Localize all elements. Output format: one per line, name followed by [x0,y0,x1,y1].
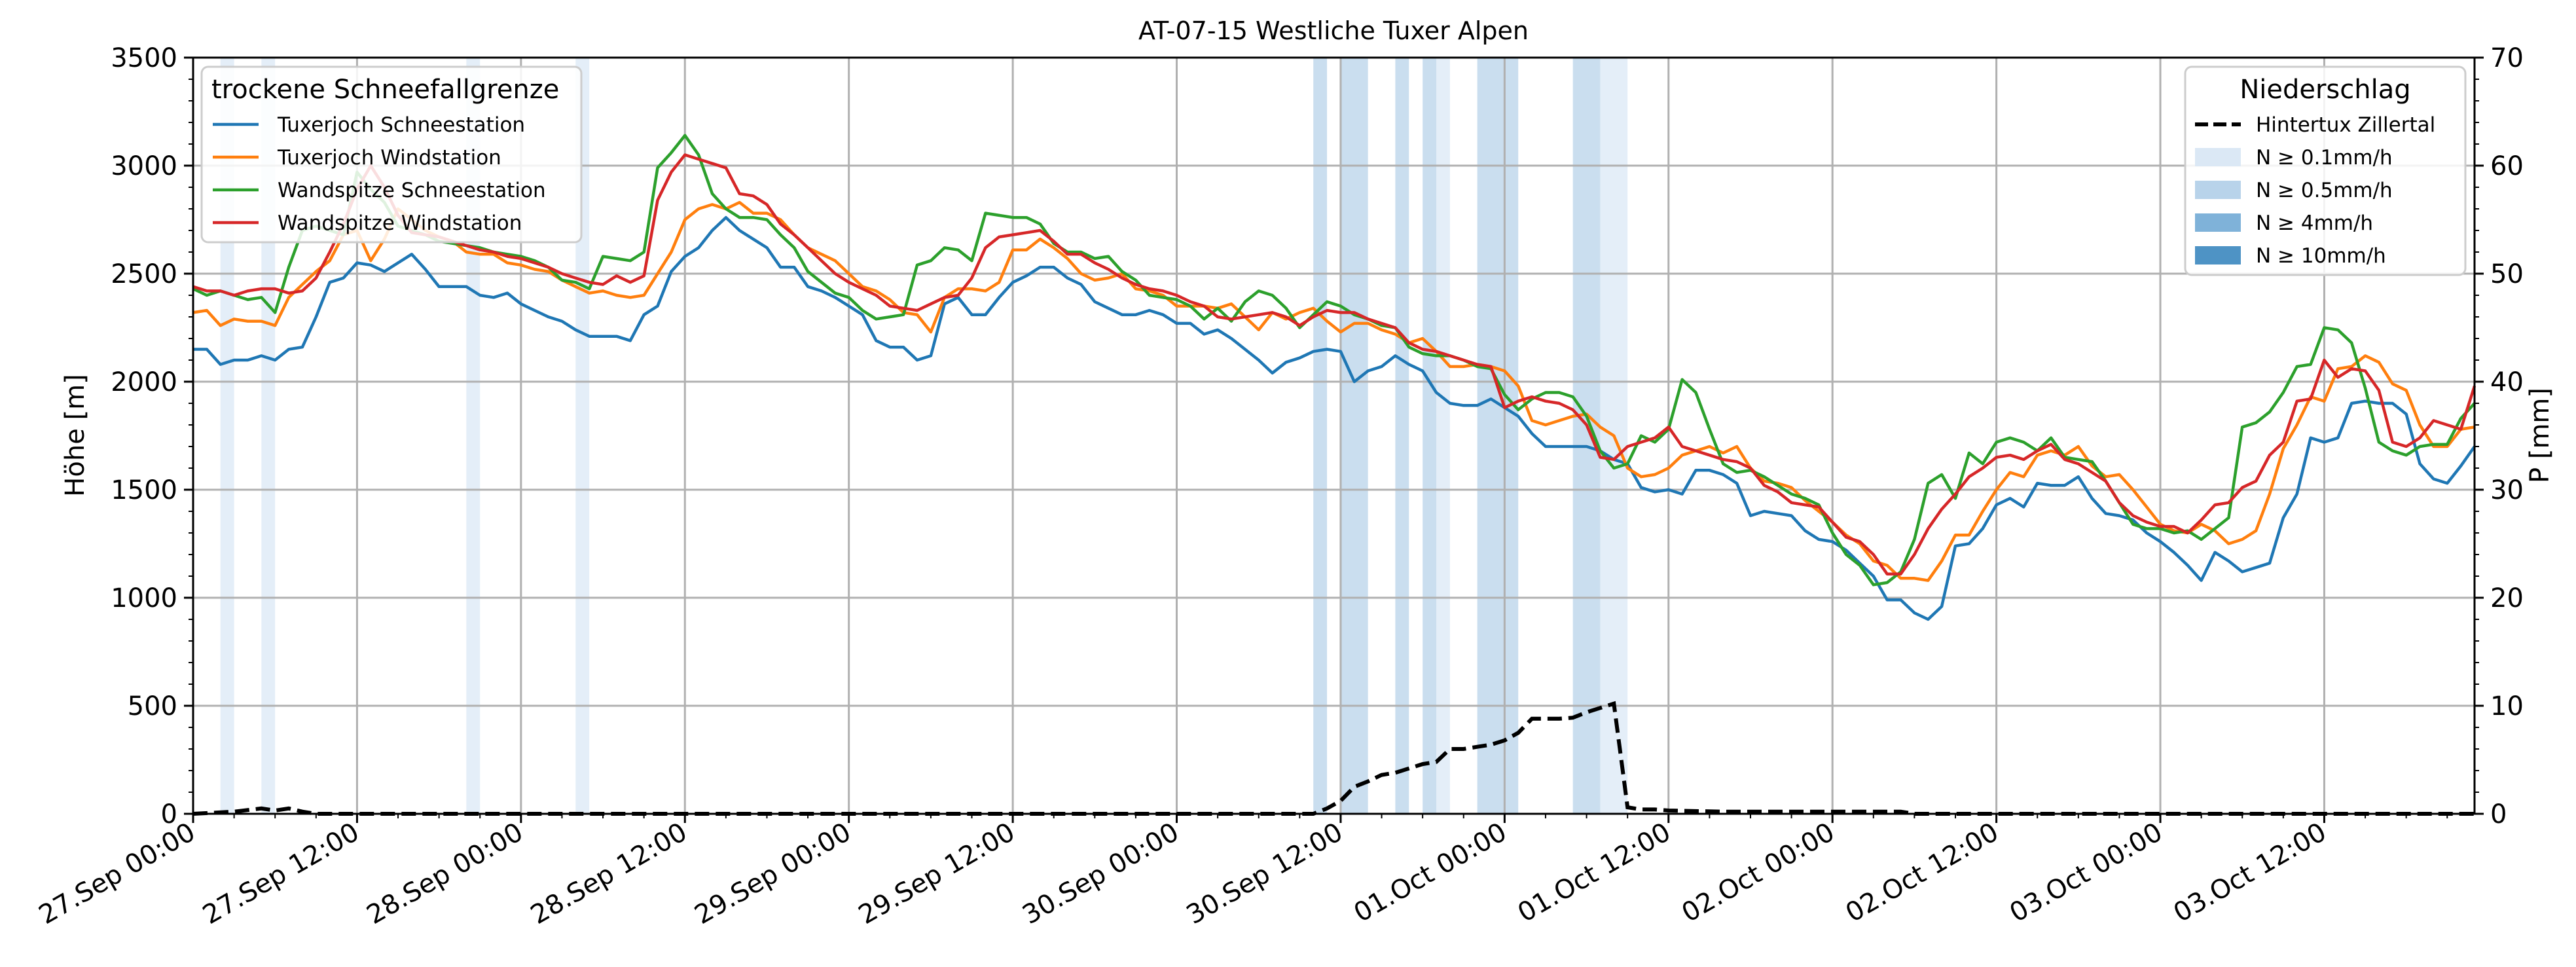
y2-tick-label-60: 60 [2490,151,2524,181]
y-tick-label-3000: 3000 [111,151,177,181]
y2-tick-label-10: 10 [2490,691,2524,721]
series-tuxerjoch-schneestation [193,215,2476,621]
legend-right-label-1: N ≥ 0.1mm/h [2256,146,2393,170]
legend-right-label-4: N ≥ 10mm/h [2256,244,2386,268]
precipitation-bands [220,58,1628,814]
legend-right-swatch-3 [2195,213,2241,232]
y-tick-label-2000: 2000 [111,367,177,397]
chart-title: AT-07-15 Westliche Tuxer Alpen [1138,16,1529,45]
y-tick-label-1000: 1000 [111,583,177,613]
legend-left-label-tuxerjoch-schneestation: Tuxerjoch Schneestation [277,113,525,137]
y-axis-label: Höhe [m] [60,374,90,496]
legend-right-label-3: N ≥ 4mm/h [2256,211,2373,235]
precip-band-3 [575,58,590,814]
precip-band-10 [1572,58,1601,814]
legend-right-box [2184,65,2467,276]
series-lines [192,134,2476,621]
legend-left-title: trockene Schneefallgrenze [211,75,559,105]
legend-left-box [200,65,583,244]
y2-tick-label-40: 40 [2490,367,2524,397]
y2-tick-label-0: 0 [2490,799,2507,830]
series-wandspitze-schneestation [192,134,2476,587]
precip-band-6 [1395,58,1409,814]
legend-right-swatch-2 [2195,181,2241,199]
y-tick-label-3500: 3500 [111,43,177,73]
y2-tick-label-50: 50 [2490,259,2524,289]
legend-left: trockene Schneefallgrenze Tuxerjoch Schn… [200,65,583,244]
legend-right-items: Hintertux Zillertal N ≥ 0.1mm/h N ≥ 0.5mm/… [2195,113,2435,268]
y-tick-label-2500: 2500 [111,259,177,289]
legend-right-title: Niederschlag [2240,75,2410,105]
series-wandspitze-windstation [192,153,2476,575]
precip-band-4 [1313,58,1328,814]
legend-left-label-wandspitze-schneestation: Wandspitze Schneestation [278,179,546,202]
y2-tick-label-30: 30 [2490,475,2524,505]
y2-axis-label: P [mm] [2525,388,2555,483]
legend-right-swatch-4 [2195,246,2241,265]
precip-band-0 [220,58,234,814]
legend-left-label-tuxerjoch-windstation: Tuxerjoch Windstation [277,146,501,170]
precip-band-9 [1477,58,1519,814]
legend-right-swatch-1 [2195,148,2241,166]
plot-frame [192,56,2476,815]
legend-right-label-0: Hintertux Zillertal [2256,113,2435,137]
precip-band-1 [261,58,276,814]
series-tuxerjoch-windstation [192,200,2475,582]
precip-band-5 [1340,58,1368,814]
legend-left-label-wandspitze-windstation: Wandspitze Windstation [278,211,522,235]
y-tick-label-0: 0 [161,799,177,830]
legend-left-items: Tuxerjoch Schneestation Tuxerjoch Windsta… [213,113,546,235]
y-tick-label-1500: 1500 [111,475,177,505]
legend-right-label-2: N ≥ 0.5mm/h [2256,179,2393,202]
y-tick-label-500: 500 [128,691,177,721]
precip-band-8 [1436,58,1450,814]
legend-right: Niederschlag Hintertux Zillertal N ≥ 0.1m… [2184,65,2467,276]
y2-tick-label-20: 20 [2490,583,2524,613]
y2-tick-label-70: 70 [2490,43,2524,73]
precip-band-7 [1423,58,1437,814]
